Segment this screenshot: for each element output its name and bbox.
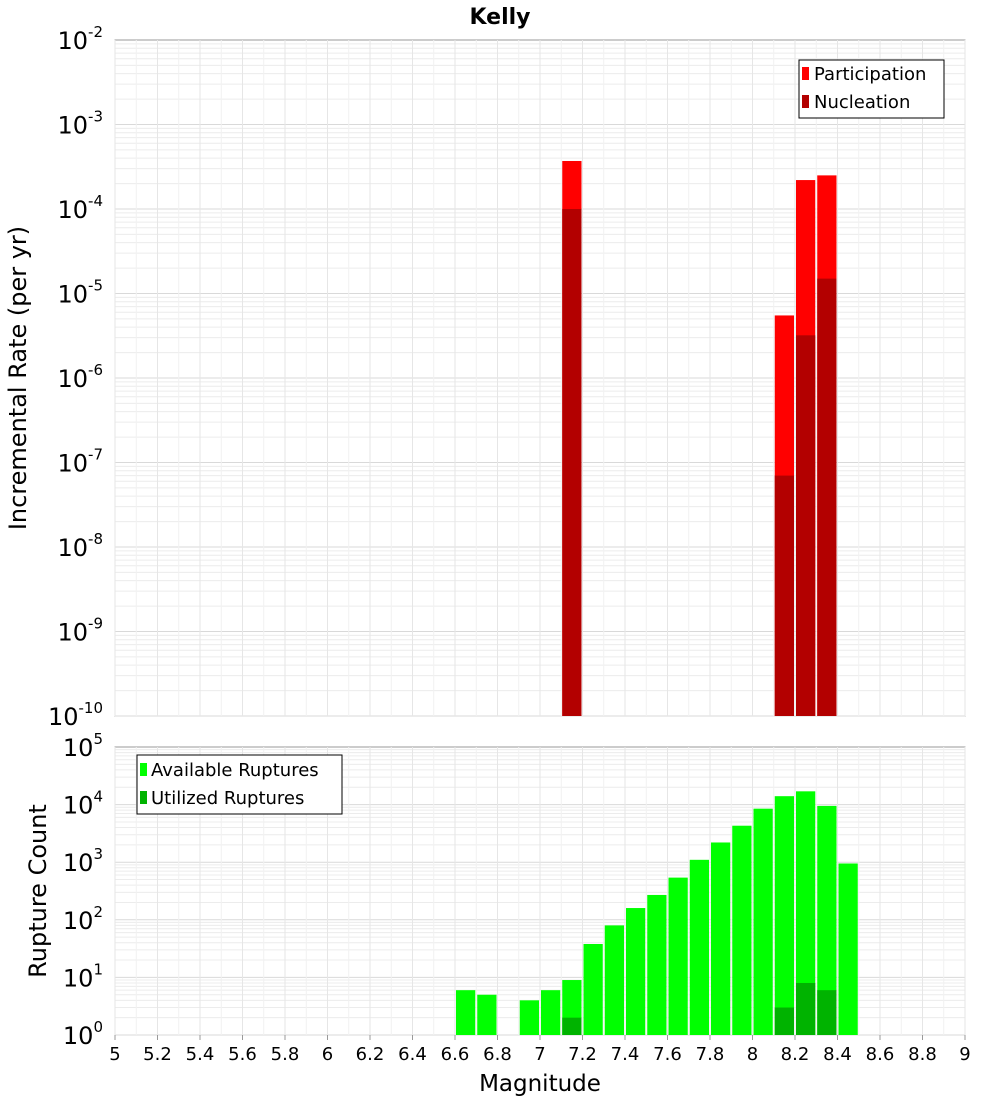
bottom-bar-available-ruptures bbox=[583, 944, 603, 1035]
top-y-tick-label: 10-4 bbox=[57, 192, 103, 224]
bottom-bar-available-ruptures bbox=[796, 791, 816, 1035]
x-tick-label: 8.8 bbox=[908, 1044, 937, 1065]
bottom-bar-available-ruptures bbox=[732, 825, 752, 1035]
top-y-tick-label: 10-9 bbox=[57, 615, 103, 647]
x-tick-label: 5.8 bbox=[271, 1044, 300, 1065]
bottom-bar-available-ruptures bbox=[519, 1000, 539, 1035]
participation-legend-label: Participation bbox=[814, 64, 926, 85]
bottom-y-tick-label: 105 bbox=[63, 730, 103, 762]
bottom-bar-utilized-ruptures bbox=[774, 1007, 794, 1035]
bottom-bar-available-ruptures bbox=[753, 808, 773, 1035]
bottom-bar-available-ruptures bbox=[838, 863, 858, 1035]
utilized-ruptures-legend-swatch bbox=[140, 791, 147, 804]
top-y-tick-label: 10-8 bbox=[57, 530, 103, 562]
bottom-bar-available-ruptures bbox=[477, 994, 497, 1035]
x-tick-label: 7.6 bbox=[653, 1044, 682, 1065]
nucleation-legend-swatch bbox=[802, 95, 809, 108]
bottom-y-tick-label: 102 bbox=[63, 903, 103, 935]
top-legend[interactable]: Participation Nucleation bbox=[798, 59, 945, 119]
bottom-y-tick-label: 103 bbox=[63, 845, 103, 877]
x-tick-label: 6.4 bbox=[398, 1044, 427, 1065]
top-bar-nucleation bbox=[562, 209, 582, 716]
top-y-tick-label: 10-10 bbox=[48, 699, 103, 731]
bottom-y-tick-labels: 105 104 103 102 101 100 bbox=[63, 730, 103, 1050]
x-tick-label: 7 bbox=[534, 1044, 545, 1065]
bottom-bar-available-ruptures bbox=[689, 859, 709, 1035]
x-tick-label: 8.6 bbox=[866, 1044, 895, 1065]
top-y-axis-label: Incremental Rate (per yr) bbox=[4, 226, 32, 530]
bottom-bar-available-ruptures bbox=[774, 796, 794, 1035]
top-y-tick-label: 10-5 bbox=[57, 277, 103, 309]
bottom-bar-utilized-ruptures bbox=[796, 982, 816, 1035]
bottom-bar-available-ruptures bbox=[626, 908, 646, 1035]
top-gridlines bbox=[114, 40, 966, 717]
bottom-bars bbox=[456, 791, 858, 1035]
available-ruptures-legend-label: Available Ruptures bbox=[151, 760, 319, 781]
rupture-count-panel: 105 104 103 102 101 100 Rupture Count Availab… bbox=[24, 730, 966, 1050]
x-tick-label: 8.2 bbox=[781, 1044, 810, 1065]
bottom-legend-box bbox=[136, 754, 343, 815]
bottom-bar-available-ruptures bbox=[711, 842, 731, 1035]
nucleation-legend-label: Nucleation bbox=[814, 92, 910, 113]
top-bar-nucleation bbox=[774, 475, 794, 716]
top-y-tick-label: 10-2 bbox=[57, 23, 103, 55]
available-ruptures-legend-swatch bbox=[140, 763, 147, 776]
x-axis-label: Magnitude bbox=[479, 1071, 601, 1097]
x-tick-label: 7.8 bbox=[696, 1044, 725, 1065]
bottom-y-tick-label: 100 bbox=[63, 1018, 103, 1050]
utilized-ruptures-legend-label: Utilized Ruptures bbox=[151, 788, 304, 809]
bottom-y-tick-label: 104 bbox=[63, 788, 103, 820]
top-y-tick-label: 10-7 bbox=[57, 446, 103, 478]
bottom-bar-available-ruptures bbox=[668, 877, 688, 1035]
x-tick-label: 5.4 bbox=[186, 1044, 215, 1065]
top-y-tick-label: 10-6 bbox=[57, 361, 103, 393]
top-legend-box bbox=[798, 59, 945, 119]
x-axis-ticks: 5 5.2 5.4 5.6 5.8 6 6.2 6.4 6.6 6.8 7 7.2 7.4 7.6 7.8 8… bbox=[109, 1035, 971, 1065]
top-bars bbox=[562, 160, 837, 717]
bottom-bar-available-ruptures bbox=[817, 805, 837, 1035]
bottom-bar-available-ruptures bbox=[541, 990, 561, 1035]
x-tick-label: 5 bbox=[109, 1044, 120, 1065]
x-tick-label: 5.6 bbox=[228, 1044, 257, 1065]
x-tick-label: 8 bbox=[747, 1044, 758, 1065]
x-tick-label: 8.4 bbox=[823, 1044, 852, 1065]
chart-title: Kelly bbox=[469, 5, 530, 30]
participation-legend-swatch bbox=[802, 67, 809, 80]
x-tick-label: 7.4 bbox=[611, 1044, 640, 1065]
x-tick-label: 9 bbox=[959, 1044, 970, 1065]
bottom-bar-utilized-ruptures bbox=[817, 990, 837, 1035]
top-y-tick-labels: 10-2 10-3 10-4 10-5 10-6 10-7 10-8 10-9 10-10 bbox=[48, 23, 103, 731]
top-bar-nucleation bbox=[817, 278, 837, 716]
bottom-bar-available-ruptures bbox=[604, 925, 624, 1035]
bottom-bar-available-ruptures bbox=[456, 990, 476, 1035]
x-tick-label: 6.2 bbox=[356, 1044, 385, 1065]
x-tick-label: 6.6 bbox=[441, 1044, 470, 1065]
x-tick-label: 6 bbox=[322, 1044, 333, 1065]
x-tick-label: 7.2 bbox=[568, 1044, 597, 1065]
bottom-bar-available-ruptures bbox=[647, 894, 667, 1035]
top-bar-nucleation bbox=[796, 335, 816, 716]
bottom-legend[interactable]: Available Ruptures Utilized Ruptures bbox=[136, 754, 343, 815]
x-tick-label: 6.8 bbox=[483, 1044, 512, 1065]
bottom-y-tick-label: 101 bbox=[63, 960, 103, 992]
participation-nucleation-panel: 10-2 10-3 10-4 10-5 10-6 10-7 10-8 10-9 10-10 In… bbox=[4, 23, 966, 731]
x-tick-label: 5.2 bbox=[143, 1044, 172, 1065]
top-y-tick-label: 10-3 bbox=[57, 108, 103, 140]
bottom-bar-utilized-ruptures bbox=[562, 1017, 582, 1035]
bottom-y-axis-label: Rupture Count bbox=[24, 804, 52, 978]
